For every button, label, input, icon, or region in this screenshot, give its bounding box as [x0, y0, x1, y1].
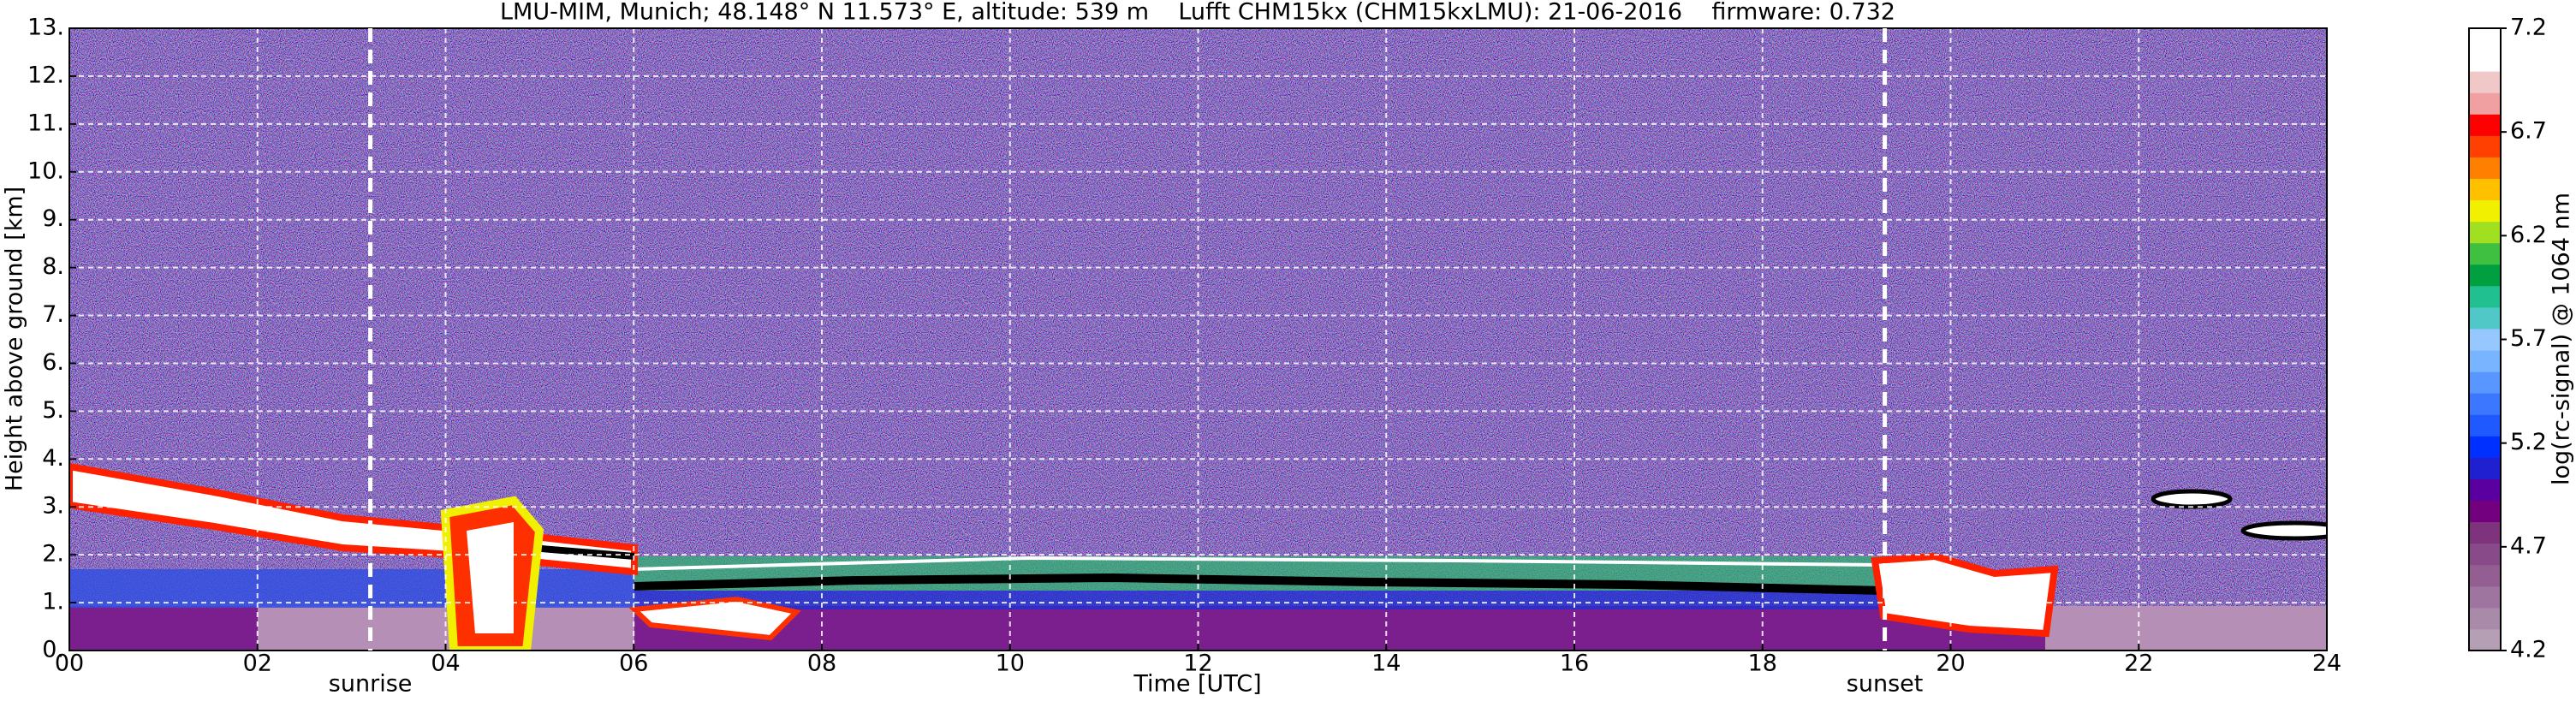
colorbar-tick-label: 6.2: [2510, 222, 2547, 248]
colorbar-segment: [2469, 328, 2501, 351]
colorbar-segment: [2469, 178, 2501, 201]
colorbar-segment: [2469, 371, 2501, 394]
colorbar-segment: [2469, 92, 2501, 115]
colorbar-segment: [2469, 306, 2501, 330]
y-tick-label: 12.: [27, 62, 64, 88]
x-tick-label: 10: [996, 651, 1025, 677]
colorbar-segment: [2469, 199, 2501, 223]
layer-edge: [634, 556, 1884, 571]
colorbar-segment: [2469, 264, 2501, 287]
y-axis-label: Height above ground [km]: [2, 187, 28, 491]
colorbar-segment: [2469, 543, 2501, 566]
y-tick-label: 9.: [42, 205, 64, 232]
colorbar: 4.2 4.7 5.2 5.7 6.2 6.7 7.2: [2468, 15, 2547, 663]
cloud: [2240, 520, 2327, 541]
colorbar-segment: [2469, 607, 2501, 630]
x-tick-label: 08: [807, 651, 836, 677]
y-tick-label: 0.: [42, 637, 64, 663]
colorbar-segment: [2469, 457, 2501, 479]
colorbar-segment: [2469, 478, 2501, 502]
cloud: [2151, 489, 2233, 509]
y-tick-label: 2.: [42, 541, 64, 567]
colorbar-tick-label: 6.7: [2510, 118, 2547, 145]
layer: [69, 569, 634, 608]
colorbar-tick-label: 4.2: [2510, 637, 2547, 663]
y-tick-label: 4.: [42, 445, 64, 472]
colorbar-tick-label: 7.2: [2510, 15, 2547, 41]
colorbar-segment: [2469, 71, 2501, 93]
chart-title: LMU-MIM, Munich; 48.148° N 11.573° E, al…: [500, 0, 1895, 26]
x-tick-label: 20: [1936, 651, 1965, 677]
x-axis-label: Time [UTC]: [1133, 671, 1261, 698]
y-tick-label: 5.: [42, 397, 64, 424]
colorbar-segment: [2469, 28, 2501, 50]
x-tick-label: 24: [2312, 651, 2341, 677]
layer: [634, 591, 1884, 609]
colorbar-segment: [2469, 500, 2501, 523]
plume: [467, 522, 514, 633]
y-tick-label: 3.: [42, 493, 64, 520]
colorbar-segment: [2469, 221, 2501, 244]
x-tick-label: 14: [1371, 651, 1401, 677]
y-tick-label: 8.: [42, 253, 64, 280]
colorbar-segment: [2469, 628, 2501, 651]
colorbar-segment: [2469, 393, 2501, 415]
colorbar-segment: [2469, 114, 2501, 136]
plume: [628, 596, 802, 641]
x-tick-label: 04: [431, 651, 460, 677]
annotation-label: sunset: [1847, 671, 1924, 698]
colorbar-segment: [2469, 50, 2501, 72]
colorbar-segment: [2469, 414, 2501, 437]
colorbar-segment: [2469, 350, 2501, 372]
layer-edge: [634, 573, 1884, 595]
y-tick-label: 13.: [27, 15, 64, 41]
y-tick-label: 11.: [27, 110, 64, 136]
colorbar-tick-label: 4.7: [2510, 532, 2547, 559]
colorbar-segment: [2469, 285, 2501, 308]
layer: [2045, 606, 2327, 651]
colorbar-tick-label: 5.2: [2510, 429, 2547, 455]
plume: [1871, 552, 2059, 638]
y-tick-label: 6.: [42, 349, 64, 376]
annotation-label: sunrise: [329, 671, 413, 698]
colorbar-segment: [2469, 135, 2501, 157]
y-tick-label: 10.: [27, 157, 64, 184]
colorbar-label: log(rc-signal) @ 1064 nm: [2549, 193, 2575, 485]
x-tick-label: 18: [1748, 651, 1777, 677]
axes: 00 02 04 06 08 10 12 14 16 18 20 22 24 0. 1. 2. 3. 4. 5. 6.…: [27, 15, 2341, 698]
x-tick-label: 12: [1183, 651, 1212, 677]
x-tick-label: 06: [619, 651, 648, 677]
x-tick-label: 16: [1560, 651, 1589, 677]
y-tick-label: 1.: [42, 589, 64, 615]
x-tick-label: 02: [243, 651, 272, 677]
colorbar-segment: [2469, 564, 2501, 587]
colorbar-tick-label: 5.7: [2510, 325, 2547, 352]
heatmap: [69, 28, 2327, 651]
colorbar-segment: [2469, 585, 2501, 609]
colorbar-segment: [2469, 242, 2501, 265]
y-tick-label: 7.: [42, 301, 64, 328]
x-tick-label: 00: [55, 651, 84, 677]
colorbar-segment: [2469, 157, 2501, 179]
colorbar-segment: [2469, 521, 2501, 544]
x-tick-label: 22: [2124, 651, 2153, 677]
colorbar-segment: [2469, 436, 2501, 458]
